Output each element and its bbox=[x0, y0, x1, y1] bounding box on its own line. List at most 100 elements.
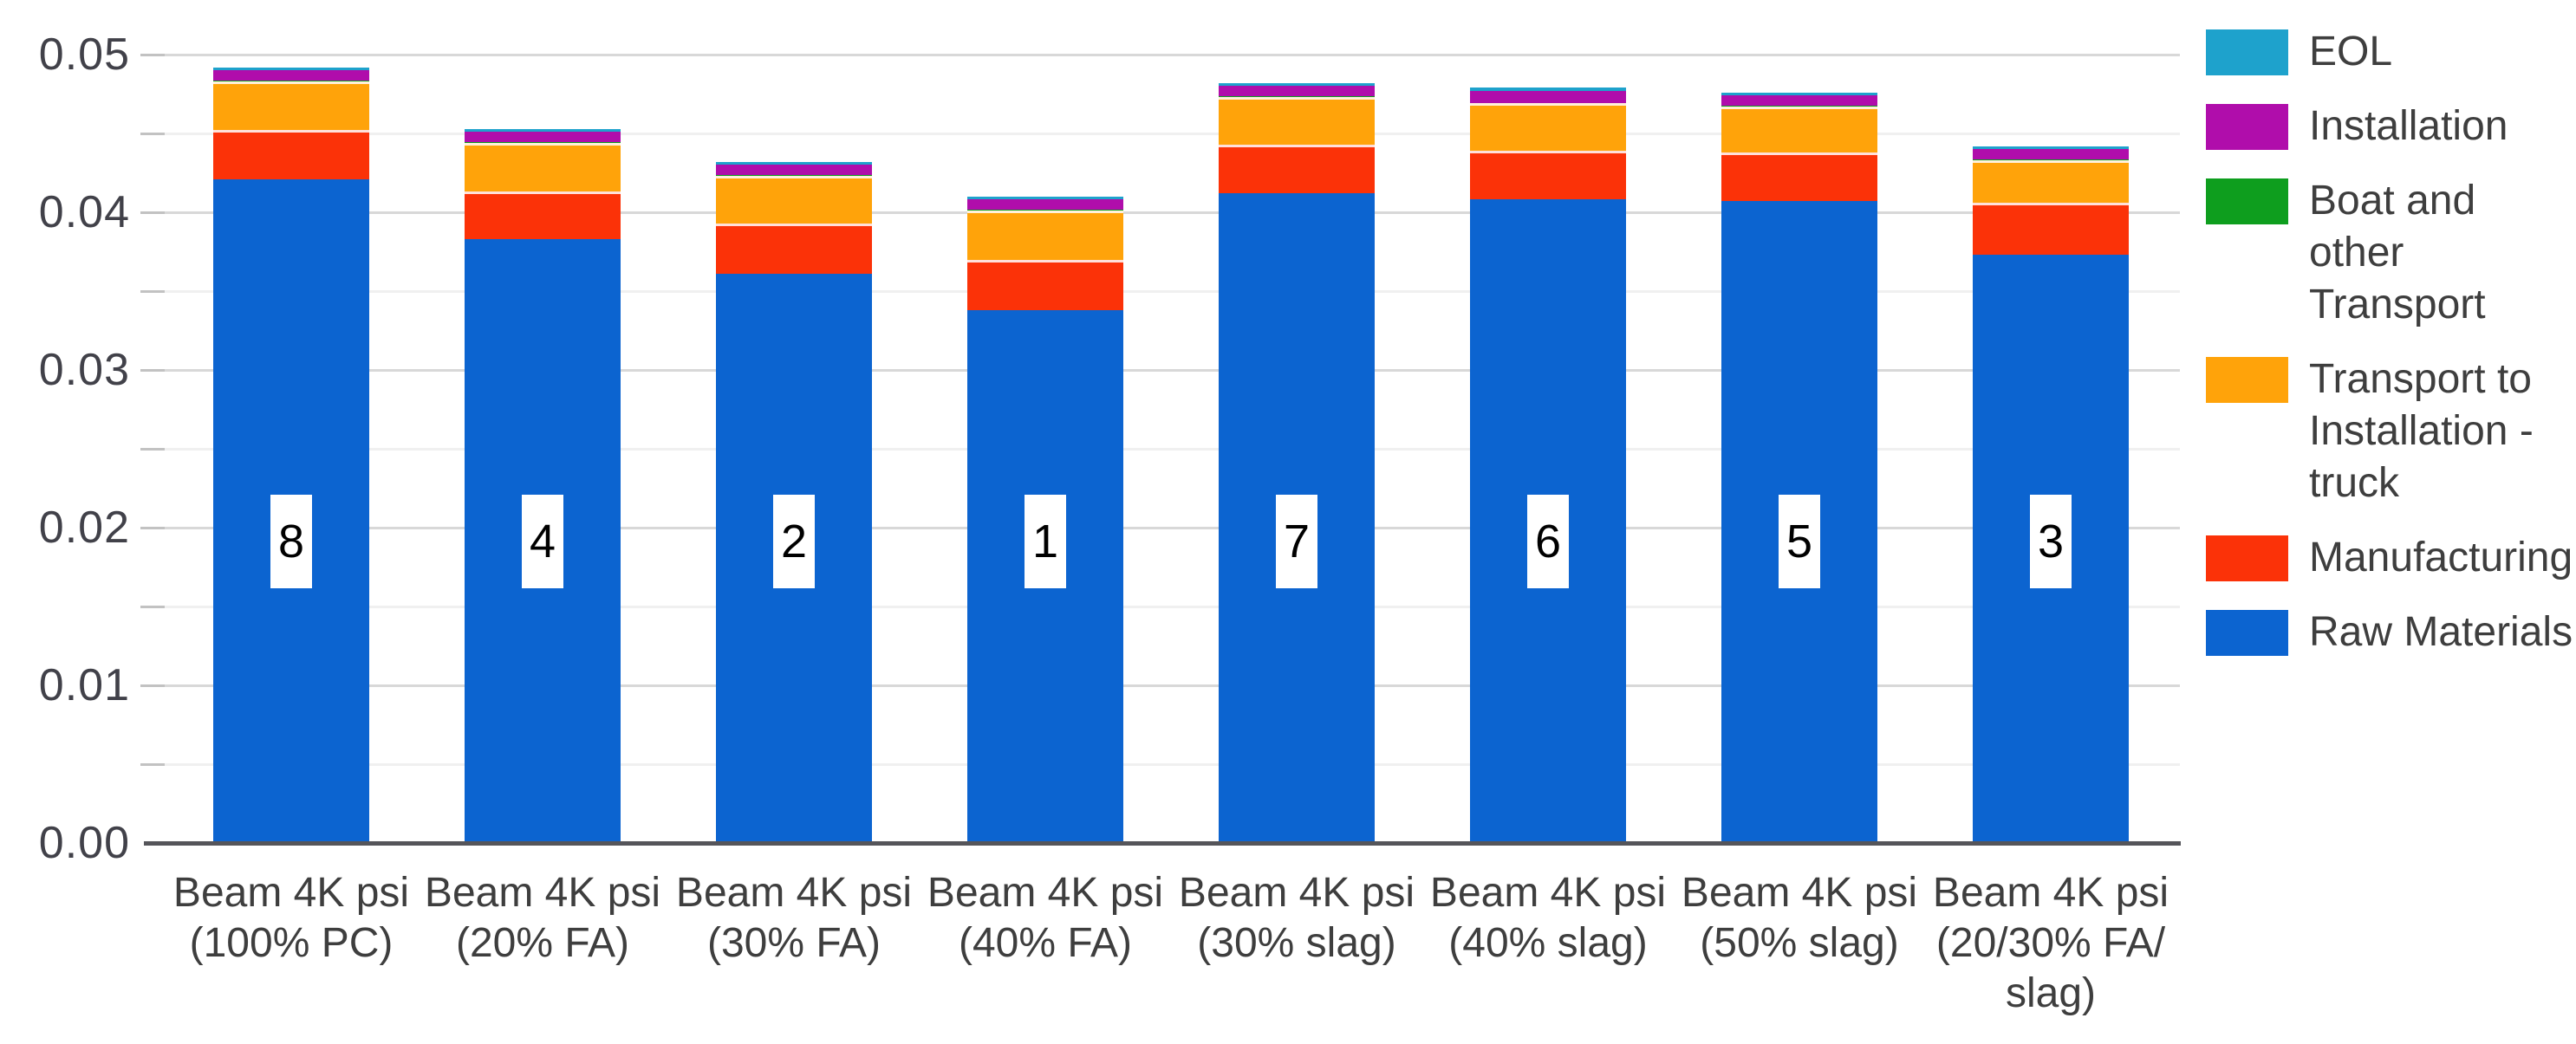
gridline-minor bbox=[165, 133, 2180, 135]
bar-segment bbox=[213, 70, 369, 81]
x-tick-label-line: (30% FA) bbox=[706, 920, 881, 966]
legend-item: Transport to Installation - truck bbox=[2206, 353, 2576, 509]
x-tick-label-line: (30% slag) bbox=[1197, 920, 1396, 966]
bar-segment bbox=[1219, 144, 1375, 194]
rank-badge: 8 bbox=[270, 495, 312, 588]
bar-segment bbox=[967, 196, 1123, 200]
bar-segment bbox=[1219, 96, 1375, 98]
y-axis-tick bbox=[140, 290, 165, 293]
gridline-major bbox=[165, 54, 2180, 56]
gridline-minor bbox=[165, 448, 2180, 451]
bar-segment bbox=[1470, 151, 1626, 200]
x-axis-line bbox=[144, 841, 2181, 846]
gridline-major bbox=[165, 527, 2180, 529]
legend-label: Raw Materials bbox=[2309, 606, 2573, 658]
bar-segment bbox=[1721, 95, 1877, 107]
bar-segment bbox=[716, 176, 872, 224]
y-axis-tick bbox=[140, 133, 165, 135]
bar-segment bbox=[465, 191, 621, 239]
bar-segment bbox=[213, 130, 369, 179]
x-tick-label: Beam 4K psi (40% FA) bbox=[917, 868, 1174, 969]
legend-swatch bbox=[2206, 610, 2288, 656]
x-tick-label-line: (40% slag) bbox=[1448, 920, 1648, 966]
y-axis-tick bbox=[140, 763, 165, 766]
legend-label-line: Installation bbox=[2309, 103, 2508, 149]
bar-segment bbox=[1219, 97, 1375, 145]
y-tick-label: 0.04 bbox=[38, 187, 130, 237]
bar-segment bbox=[716, 223, 872, 274]
gridline-major bbox=[165, 684, 2180, 687]
bar-segment bbox=[967, 211, 1123, 260]
bar-segment bbox=[1973, 159, 2129, 204]
bar-6 bbox=[1470, 88, 1626, 843]
gridline-minor bbox=[165, 763, 2180, 766]
bar-segment bbox=[465, 142, 621, 143]
legend-label-line: Raw Materials bbox=[2309, 609, 2573, 655]
x-tick-label-line: (40% FA) bbox=[958, 920, 1133, 966]
bar-segment bbox=[1470, 90, 1626, 103]
bar-segment bbox=[1721, 152, 1877, 202]
bar-segment bbox=[213, 67, 369, 71]
legend-item: Installation bbox=[2206, 101, 2576, 152]
x-tick-label: Beam 4K psi (20/30% FA/slag) bbox=[1922, 868, 2179, 1019]
bar-segment bbox=[1973, 149, 2129, 160]
bar-segment bbox=[1219, 86, 1375, 97]
bar-segment bbox=[1470, 88, 1626, 91]
y-axis-tick bbox=[140, 606, 165, 608]
rank-badge: 2 bbox=[773, 495, 815, 588]
gridline-minor bbox=[165, 606, 2180, 608]
rank-badge: 7 bbox=[1276, 495, 1317, 588]
bar-segment bbox=[465, 142, 621, 192]
x-tick-label: Beam 4K psi (50% slag) bbox=[1671, 868, 1928, 969]
rank-badge: 5 bbox=[1779, 495, 1820, 588]
x-tick-label: Beam 4K psi (100% PC) bbox=[163, 868, 420, 969]
x-tick-label-line: Beam 4K psi bbox=[1178, 870, 1415, 916]
x-tick-label: Beam 4K psi (30% FA) bbox=[666, 868, 922, 969]
legend-swatch bbox=[2206, 535, 2288, 581]
x-tick-label-line: (100% PC) bbox=[189, 920, 394, 966]
bar-segment bbox=[967, 210, 1123, 211]
gridline-major bbox=[165, 211, 2180, 214]
bar-segment bbox=[1973, 146, 2129, 150]
legend-label: Transport to Installation - truck bbox=[2309, 353, 2534, 509]
bar-segment bbox=[1973, 159, 2129, 160]
legend-swatch bbox=[2206, 104, 2288, 150]
bar-segment bbox=[1470, 103, 1626, 152]
legend-label-line: Manufacturing bbox=[2309, 535, 2573, 580]
bar-1 bbox=[213, 67, 369, 843]
x-tick-label-line: (20% FA) bbox=[455, 920, 630, 966]
x-tick-label-line: Beam 4K psi bbox=[927, 870, 1164, 916]
legend-item: Manufacturing bbox=[2206, 532, 2576, 584]
x-tick-label: Beam 4K psi (30% slag) bbox=[1168, 868, 1425, 969]
y-tick-label: 0.05 bbox=[38, 29, 130, 80]
bar-5 bbox=[1219, 82, 1375, 843]
bar-segment bbox=[967, 199, 1123, 211]
rank-badge: 4 bbox=[522, 495, 563, 588]
x-tick-label-line: slag) bbox=[2005, 970, 2097, 1016]
x-tick-label-line: Beam 4K psi bbox=[1681, 870, 1918, 916]
legend-label-line: EOL bbox=[2309, 29, 2393, 75]
bar-segment bbox=[1721, 106, 1877, 107]
legend-label-line: truck bbox=[2309, 460, 2400, 506]
legend-label-line: Boat and other bbox=[2309, 178, 2476, 276]
y-tick-label: 0.03 bbox=[38, 345, 130, 395]
bar-segment bbox=[1219, 82, 1375, 87]
bar-segment bbox=[465, 128, 621, 133]
bar-segment bbox=[1470, 102, 1626, 104]
x-tick-label-line: Beam 4K psi bbox=[1932, 870, 2169, 916]
legend-item: Raw Materials bbox=[2206, 606, 2576, 658]
x-tick-label-line: (50% slag) bbox=[1700, 920, 1899, 966]
y-tick-label: 0.02 bbox=[38, 503, 130, 553]
bar-segment bbox=[716, 175, 872, 177]
bar-segment bbox=[1973, 203, 2129, 256]
y-axis-tick bbox=[140, 684, 165, 687]
legend-label-line: Installation - bbox=[2309, 408, 2534, 454]
bar-segment bbox=[716, 161, 872, 165]
legend-label-line: Transport to bbox=[2309, 356, 2532, 402]
x-tick-label-line: (20/30% FA/ bbox=[1935, 920, 2166, 966]
legend-item: Boat and other Transport bbox=[2206, 175, 2576, 331]
y-axis-tick bbox=[140, 527, 165, 529]
legend-label: Boat and other Transport bbox=[2309, 175, 2576, 331]
bar-segment bbox=[213, 81, 369, 131]
